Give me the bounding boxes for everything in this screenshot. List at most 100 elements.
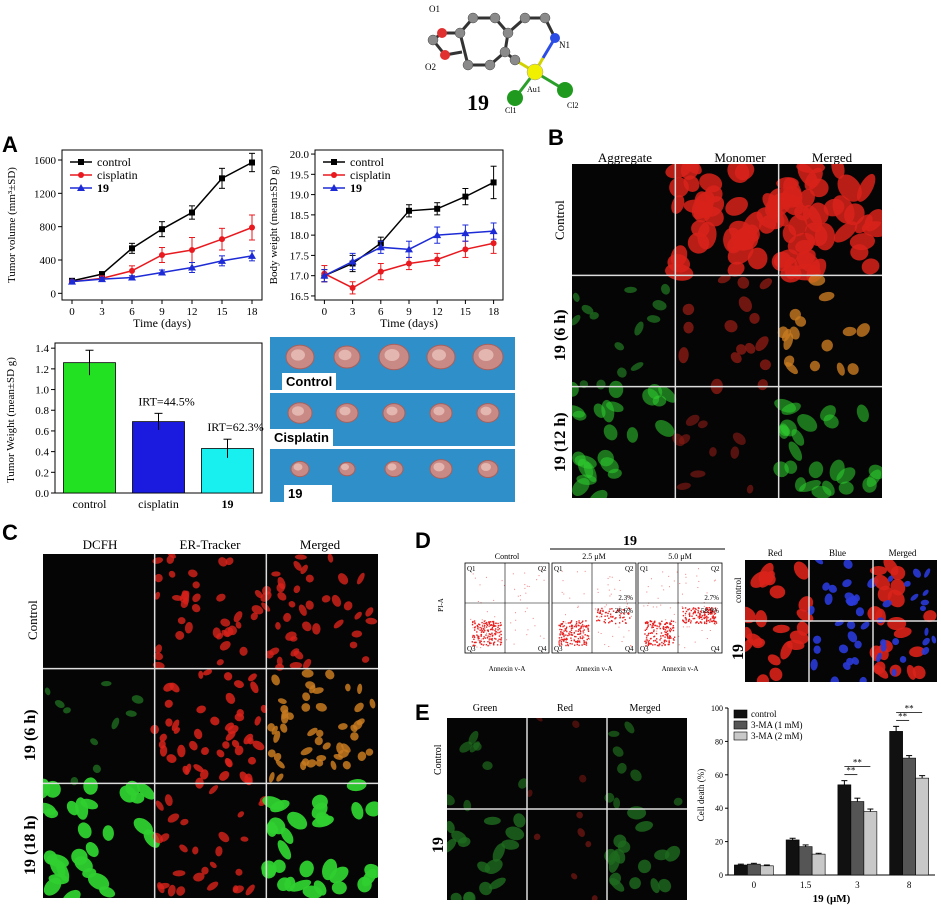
flow-event [480, 631, 483, 633]
flow-event [499, 622, 502, 624]
flow-event [678, 644, 680, 646]
panel-e-grid [447, 718, 687, 900]
flow-event [604, 611, 607, 614]
legend-swatch [733, 731, 748, 741]
data-point [98, 275, 106, 283]
flow-event [485, 634, 487, 636]
cell [43, 783, 51, 800]
atom-label-n1: N1 [559, 40, 570, 50]
flow-ylabel: PI-A [437, 598, 445, 612]
cell [899, 656, 907, 663]
flow-event [628, 612, 630, 615]
flow-event [707, 608, 709, 611]
cell [341, 743, 351, 753]
cell [307, 727, 318, 737]
legend-label: control [97, 155, 132, 169]
flow-event [697, 587, 699, 589]
flow-event [664, 636, 666, 638]
y-tick-label: 0.8 [35, 405, 49, 417]
flow-event [654, 643, 656, 646]
flow-event [571, 627, 574, 629]
flow-event [472, 634, 474, 637]
atom-label-cl2: Cl2 [567, 101, 579, 110]
flow-event [577, 641, 579, 643]
flow-event [678, 635, 680, 637]
flow-event [663, 641, 666, 643]
cell [275, 759, 285, 769]
flow-event [618, 608, 620, 610]
flow-event [563, 640, 565, 642]
cell [773, 249, 798, 268]
data-point [249, 159, 255, 166]
y-tick-label: 1.2 [35, 364, 49, 376]
flow-event [565, 623, 567, 625]
cell [167, 884, 176, 897]
cell [738, 296, 752, 312]
flow-event [650, 578, 652, 580]
flow-event [562, 631, 564, 634]
e-col-green: Green [472, 703, 498, 714]
flow-event [581, 644, 583, 646]
flow-event [666, 633, 669, 635]
flow-event [583, 593, 585, 595]
flow-event [575, 635, 577, 638]
cell [836, 362, 845, 376]
flow-event [606, 615, 609, 617]
flow-event [609, 595, 611, 597]
flow-event [499, 624, 501, 627]
e-col-merged: Merged [629, 703, 661, 714]
flow-event [705, 611, 707, 614]
x-tick-label: 18 [488, 306, 500, 318]
d-row-19: 19 [730, 644, 747, 660]
cell [222, 741, 230, 749]
bar-3-MA (1 mM) [747, 863, 761, 876]
legend-label: cisplatin [350, 168, 391, 182]
y-tick-label: 60 [715, 771, 723, 780]
flow-event [668, 641, 670, 643]
flow-event [558, 637, 561, 639]
cell [43, 877, 62, 896]
flow-event [487, 629, 489, 631]
y-tick-label: 0 [51, 288, 57, 300]
flow-event [647, 634, 649, 636]
flow-event [565, 614, 567, 616]
cell [267, 749, 276, 758]
flow-event [489, 642, 491, 645]
cell [660, 283, 671, 295]
flow-event [685, 621, 688, 624]
cell [62, 889, 81, 898]
tumor-highlight [384, 349, 400, 361]
flow-event [578, 620, 580, 622]
cell [450, 892, 462, 900]
cell [447, 820, 455, 834]
flow-event [629, 617, 631, 619]
flow-event [582, 635, 584, 637]
cell [199, 769, 209, 780]
flow-event [483, 622, 485, 625]
flow-event [526, 585, 528, 587]
flow-event [620, 612, 622, 615]
flow-event [646, 635, 648, 637]
y-axis-title: Tumor volume (mm³±SD) [6, 167, 18, 283]
flow-event [485, 643, 488, 646]
flow-event [622, 616, 624, 619]
cell [745, 606, 756, 624]
flow-event [652, 640, 655, 642]
flow-event [609, 576, 611, 578]
flow-event [573, 639, 576, 641]
x-tick-label: 12 [432, 306, 443, 318]
category-label: control [73, 497, 108, 511]
flow-event [563, 634, 565, 636]
cell [216, 632, 224, 640]
cell [342, 760, 351, 770]
flow-event [573, 644, 576, 646]
data-point [406, 260, 412, 267]
flow-event [667, 626, 670, 629]
flow-event [695, 614, 698, 617]
cell [845, 598, 854, 606]
cell [283, 612, 292, 622]
flow-event [619, 606, 621, 608]
flow-event [658, 625, 660, 628]
flow-event [498, 635, 501, 637]
flow-event [703, 621, 706, 623]
